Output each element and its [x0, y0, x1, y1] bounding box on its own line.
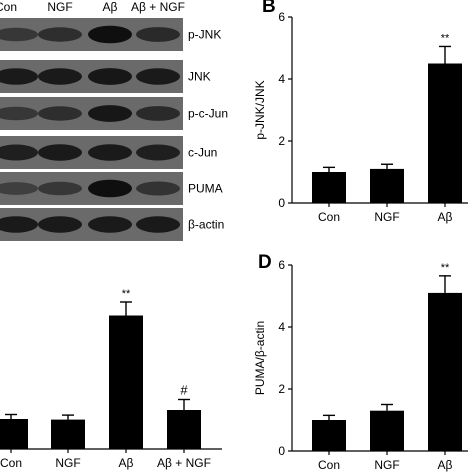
blot-band	[88, 25, 132, 44]
blot-band-label: PUMA	[188, 182, 223, 196]
blot-band-label: JNK	[188, 70, 211, 84]
blot-band	[88, 105, 132, 122]
y-tick-label: 2	[278, 382, 285, 396]
significance-mark: **	[122, 288, 131, 300]
blot-row: JNK	[0, 60, 211, 93]
blot-lane-label: Aβ	[103, 0, 118, 14]
blot-band	[0, 106, 38, 121]
significance-mark: #	[180, 383, 188, 398]
y-tick-label: 6	[278, 258, 285, 272]
blot-band-label: p-c-Jun	[188, 107, 228, 121]
blot-band	[136, 216, 180, 233]
y-tick-label: 4	[278, 72, 285, 86]
blot-band	[136, 181, 180, 196]
blot-band	[0, 27, 38, 42]
bar-chart-d: 0 2 4 6 PUMA/β-actin Con NGF Aβ **	[253, 258, 468, 472]
y-tick-label: 6	[278, 10, 285, 24]
bar	[312, 420, 346, 451]
bar-chart-c: Con NGF Aβ ** Aβ + NGF #	[0, 288, 222, 470]
western-blot-panel: Con NGF Aβ Aβ + NGF p-JNK JNK p-c-Jun c-Jun PUM…	[0, 0, 228, 241]
panel-letter-b: B	[262, 0, 276, 17]
blot-lane-label: NGF	[47, 0, 72, 14]
x-tick-label: NGF	[374, 458, 399, 472]
x-tick-label: Con	[318, 210, 340, 224]
bar	[428, 63, 462, 203]
blot-band	[38, 106, 82, 121]
blot-band	[0, 68, 38, 85]
bar	[428, 292, 462, 451]
x-tick-label: Aβ + NGF	[157, 456, 211, 470]
x-tick-label: Aβ	[438, 210, 453, 224]
blot-rows: p-JNK JNK p-c-Jun c-Jun PUMA β-actin	[0, 18, 228, 241]
blot-band	[88, 144, 132, 161]
blot-lane-labels: Con NGF Aβ Aβ + NGF	[0, 0, 185, 14]
blot-band	[136, 27, 180, 42]
bar	[370, 168, 404, 203]
blot-band-label: β-actin	[188, 218, 224, 232]
blot-row: PUMA	[0, 172, 223, 205]
blot-band-label: c-Jun	[188, 146, 217, 160]
y-tick-label: 4	[278, 320, 285, 334]
blot-band	[136, 144, 180, 161]
x-tick-label: Aβ	[438, 458, 453, 472]
blot-band	[0, 216, 38, 233]
x-tick-label: Aβ	[119, 456, 134, 470]
y-axis-label: PUMA/β-actin	[253, 321, 267, 395]
blot-lane-label: Aβ + NGF	[131, 0, 185, 14]
y-tick-label: 0	[278, 196, 285, 210]
panel-letter-d: D	[258, 252, 272, 273]
y-tick-label: 2	[278, 134, 285, 148]
bar	[51, 419, 85, 449]
bar	[312, 172, 346, 203]
blot-band	[38, 181, 82, 196]
significance-mark: **	[441, 262, 450, 274]
x-tick-label: Con	[0, 456, 22, 470]
significance-mark: **	[441, 32, 450, 44]
blot-row: β-actin	[0, 208, 224, 241]
blot-band	[0, 182, 38, 195]
blot-band	[88, 68, 132, 85]
blot-band	[136, 68, 180, 85]
blot-lane-label: Con	[0, 0, 17, 14]
blot-band	[38, 144, 82, 161]
blot-band	[38, 27, 82, 42]
x-tick-label: NGF	[374, 210, 399, 224]
blot-row: c-Jun	[0, 136, 217, 169]
x-tick-label: Con	[318, 458, 340, 472]
y-tick-label: 0	[278, 444, 285, 458]
blot-band	[136, 106, 180, 121]
blot-band	[0, 144, 38, 161]
blot-band	[38, 216, 82, 233]
y-axis-label: p-JNK/JNK	[253, 80, 267, 139]
bar-chart-b: 0 2 4 6 p-JNK/JNK Con NGF Aβ **	[253, 10, 468, 224]
x-tick-label: NGF	[55, 456, 80, 470]
blot-band	[88, 179, 132, 198]
blot-band	[88, 216, 132, 233]
blot-row: p-JNK	[0, 18, 221, 51]
bar	[0, 419, 28, 449]
bar	[167, 410, 201, 449]
blot-band	[38, 68, 82, 85]
bar	[109, 315, 143, 449]
blot-row: p-c-Jun	[0, 97, 228, 130]
blot-band-label: p-JNK	[188, 28, 221, 42]
bar	[370, 410, 404, 451]
